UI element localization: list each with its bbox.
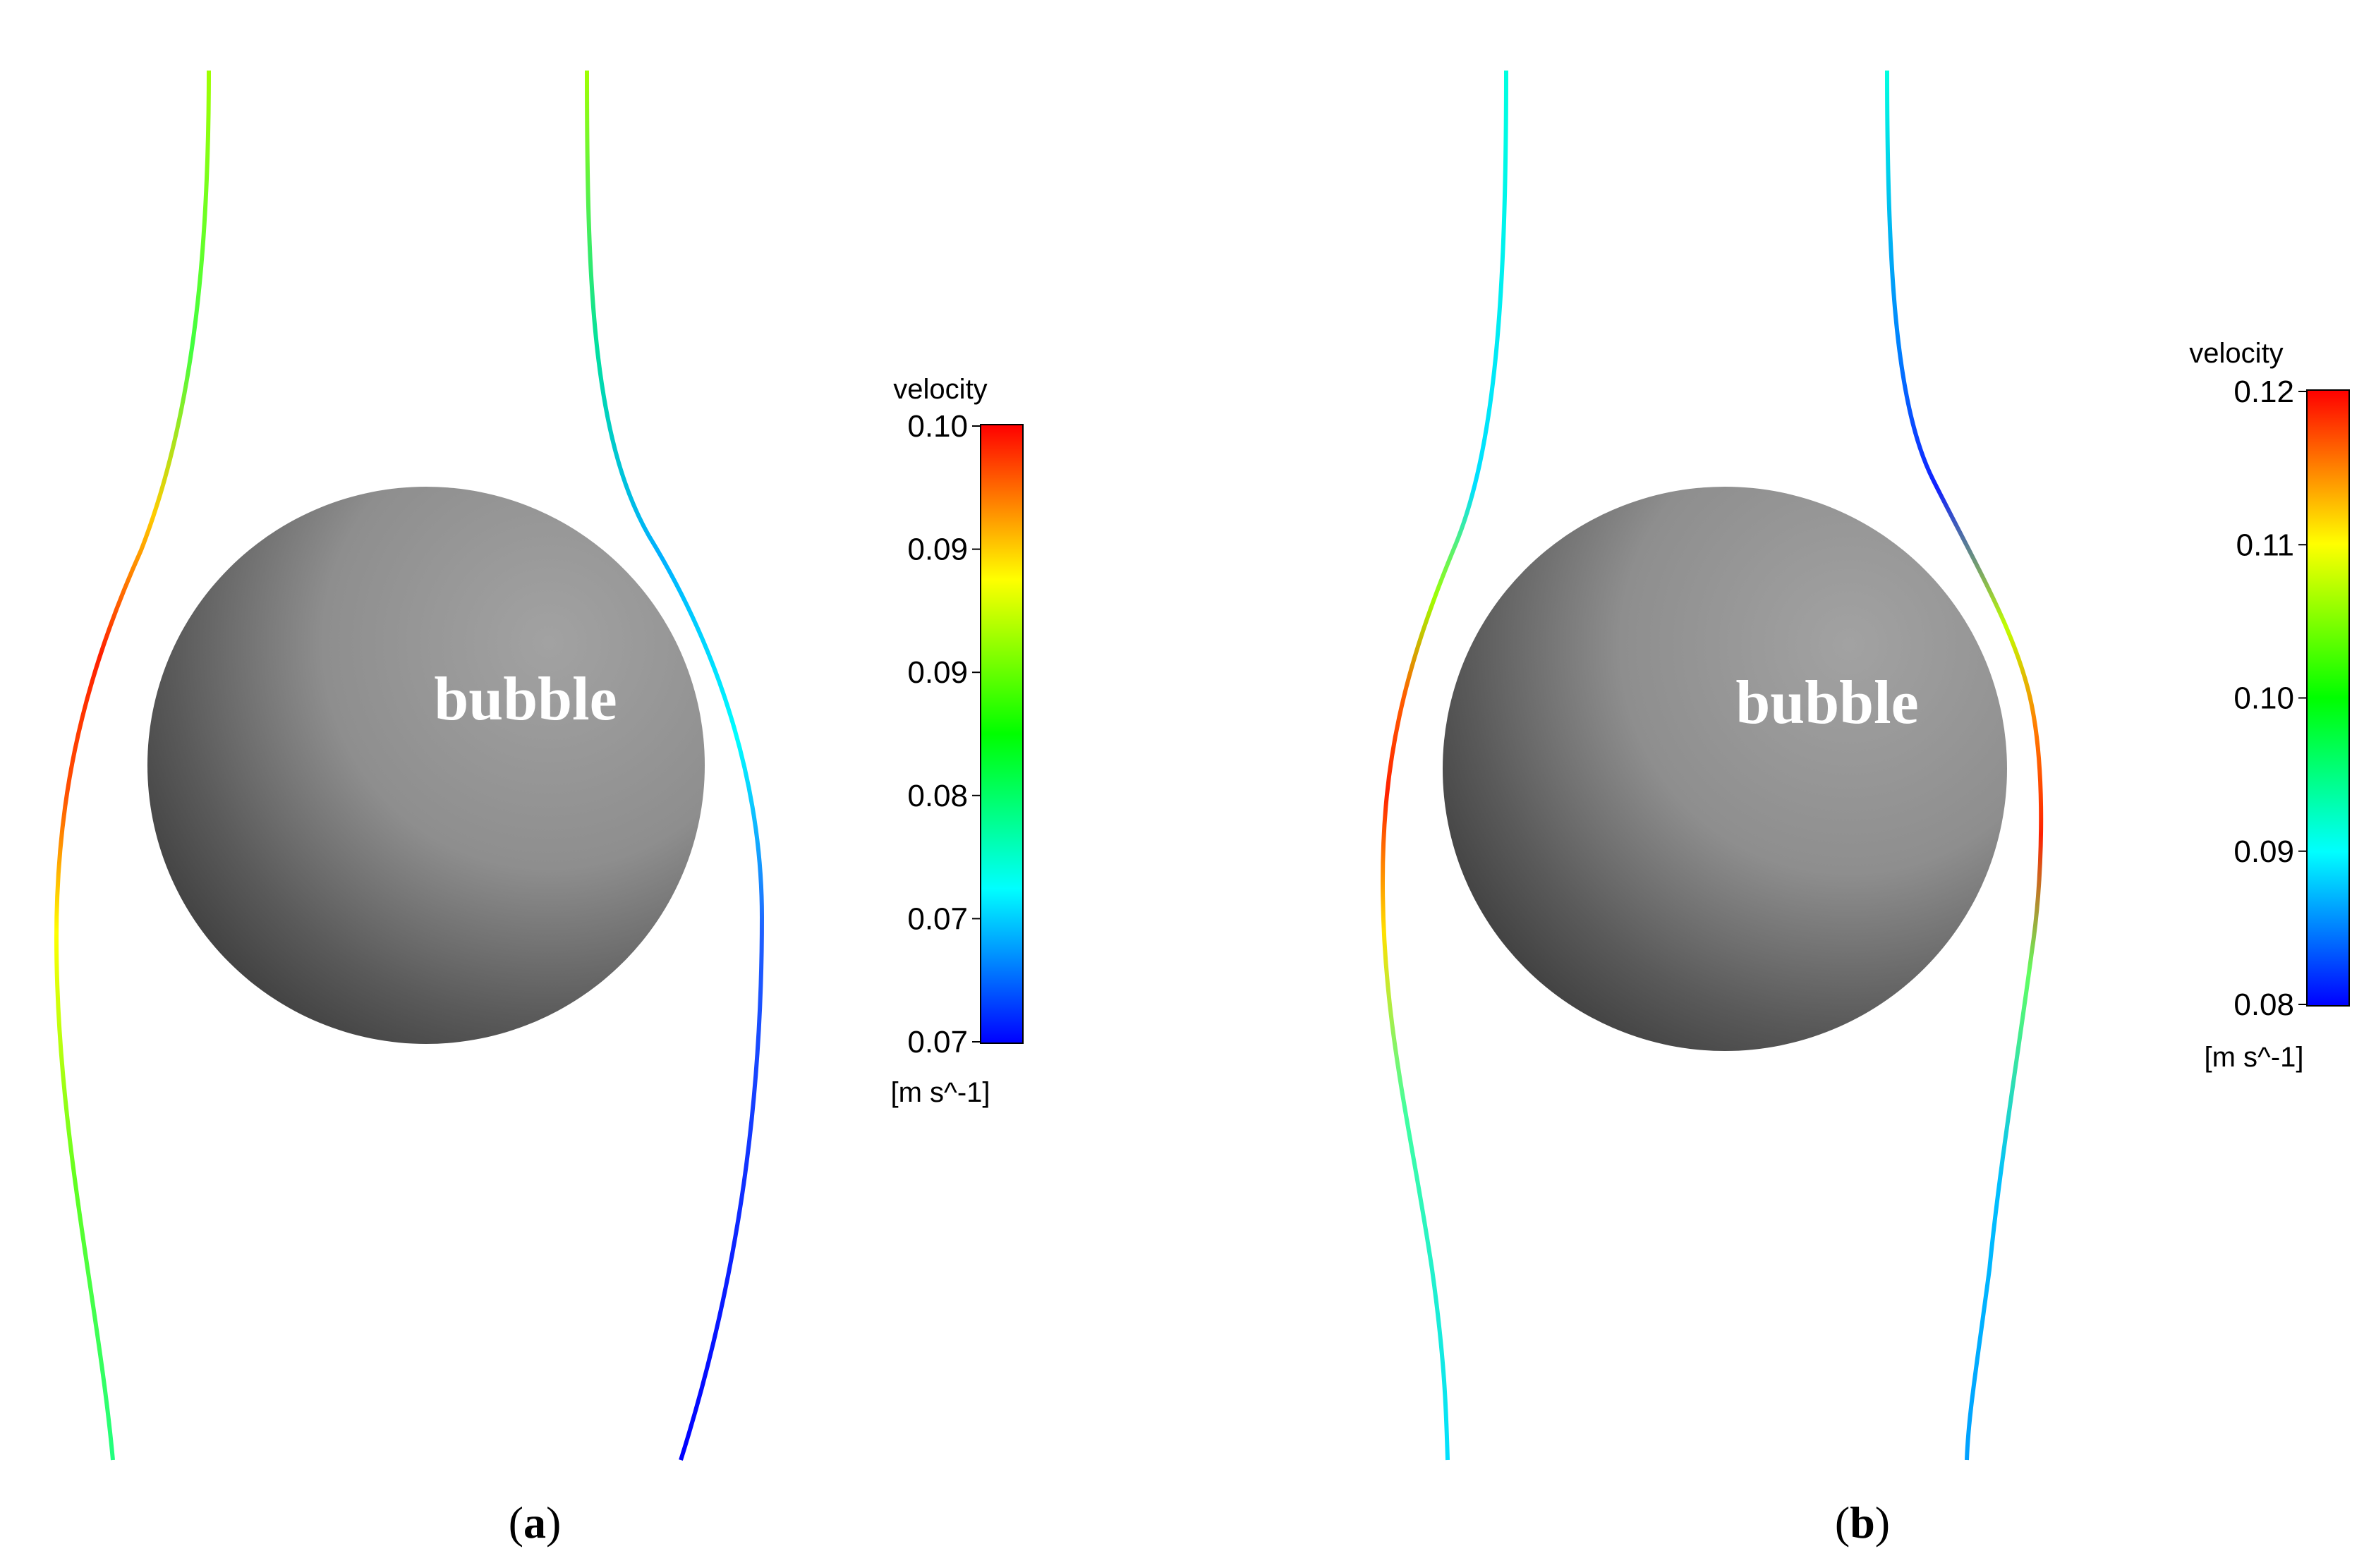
colorbar-scale <box>2306 389 2350 1007</box>
streamline-left <box>54 70 211 1461</box>
colorbar-tick-label: 0.07 <box>907 901 968 936</box>
caption-letter: b <box>1850 1497 1875 1548</box>
colorbar-b: velocity 0.12 0.11 0.10 0.09 0.08 [m s^-1] <box>2189 338 2350 1073</box>
colorbar-tick-label: 0.09 <box>907 655 968 690</box>
bubble-label: bubble <box>1735 669 1918 737</box>
bubble <box>1443 487 2007 1051</box>
caption-letter: a <box>523 1497 546 1548</box>
streamline-right <box>585 70 765 1461</box>
colorbar-unit: [m s^-1] <box>2205 1042 2304 1073</box>
colorbar-tick-label: 0.07 <box>907 1025 968 1059</box>
streamline-right <box>1885 70 2044 1461</box>
colorbar-tick-label: 0.12 <box>2233 375 2294 409</box>
colorbar-a: velocity 0.10 0.09 0.09 0.08 0.07 0.07 [m s^-… <box>891 374 1024 1108</box>
colorbar-tick-label: 0.11 <box>2236 528 2294 562</box>
colorbar-unit: [m s^-1] <box>891 1077 990 1108</box>
colorbar-tick-label: 0.10 <box>907 409 968 444</box>
bubble <box>147 487 705 1044</box>
streamline-left <box>1380 70 1508 1461</box>
colorbar-tick-label: 0.08 <box>2233 987 2294 1022</box>
colorbar-tick-label: 0.09 <box>2233 834 2294 869</box>
colorbar-tick-label: 0.10 <box>2233 681 2294 716</box>
caption-b: (b) <box>1835 1497 1890 1548</box>
colorbar-tick-label: 0.09 <box>907 533 968 567</box>
colorbar-title: velocity <box>2189 338 2283 369</box>
panel-a: bubble velocity 0.10 0.09 0.09 0.08 0.07 0.07… <box>54 70 1024 1548</box>
colorbar-title: velocity <box>893 374 987 405</box>
colorbar-tick-label: 0.08 <box>907 779 968 813</box>
colorbar-scale <box>980 424 1024 1044</box>
bubble-label: bubble <box>434 665 617 734</box>
panel-b: bubble velocity 0.12 0.11 0.10 0.09 0.08 [m … <box>1380 70 2350 1548</box>
caption-a: (a) <box>509 1497 562 1548</box>
